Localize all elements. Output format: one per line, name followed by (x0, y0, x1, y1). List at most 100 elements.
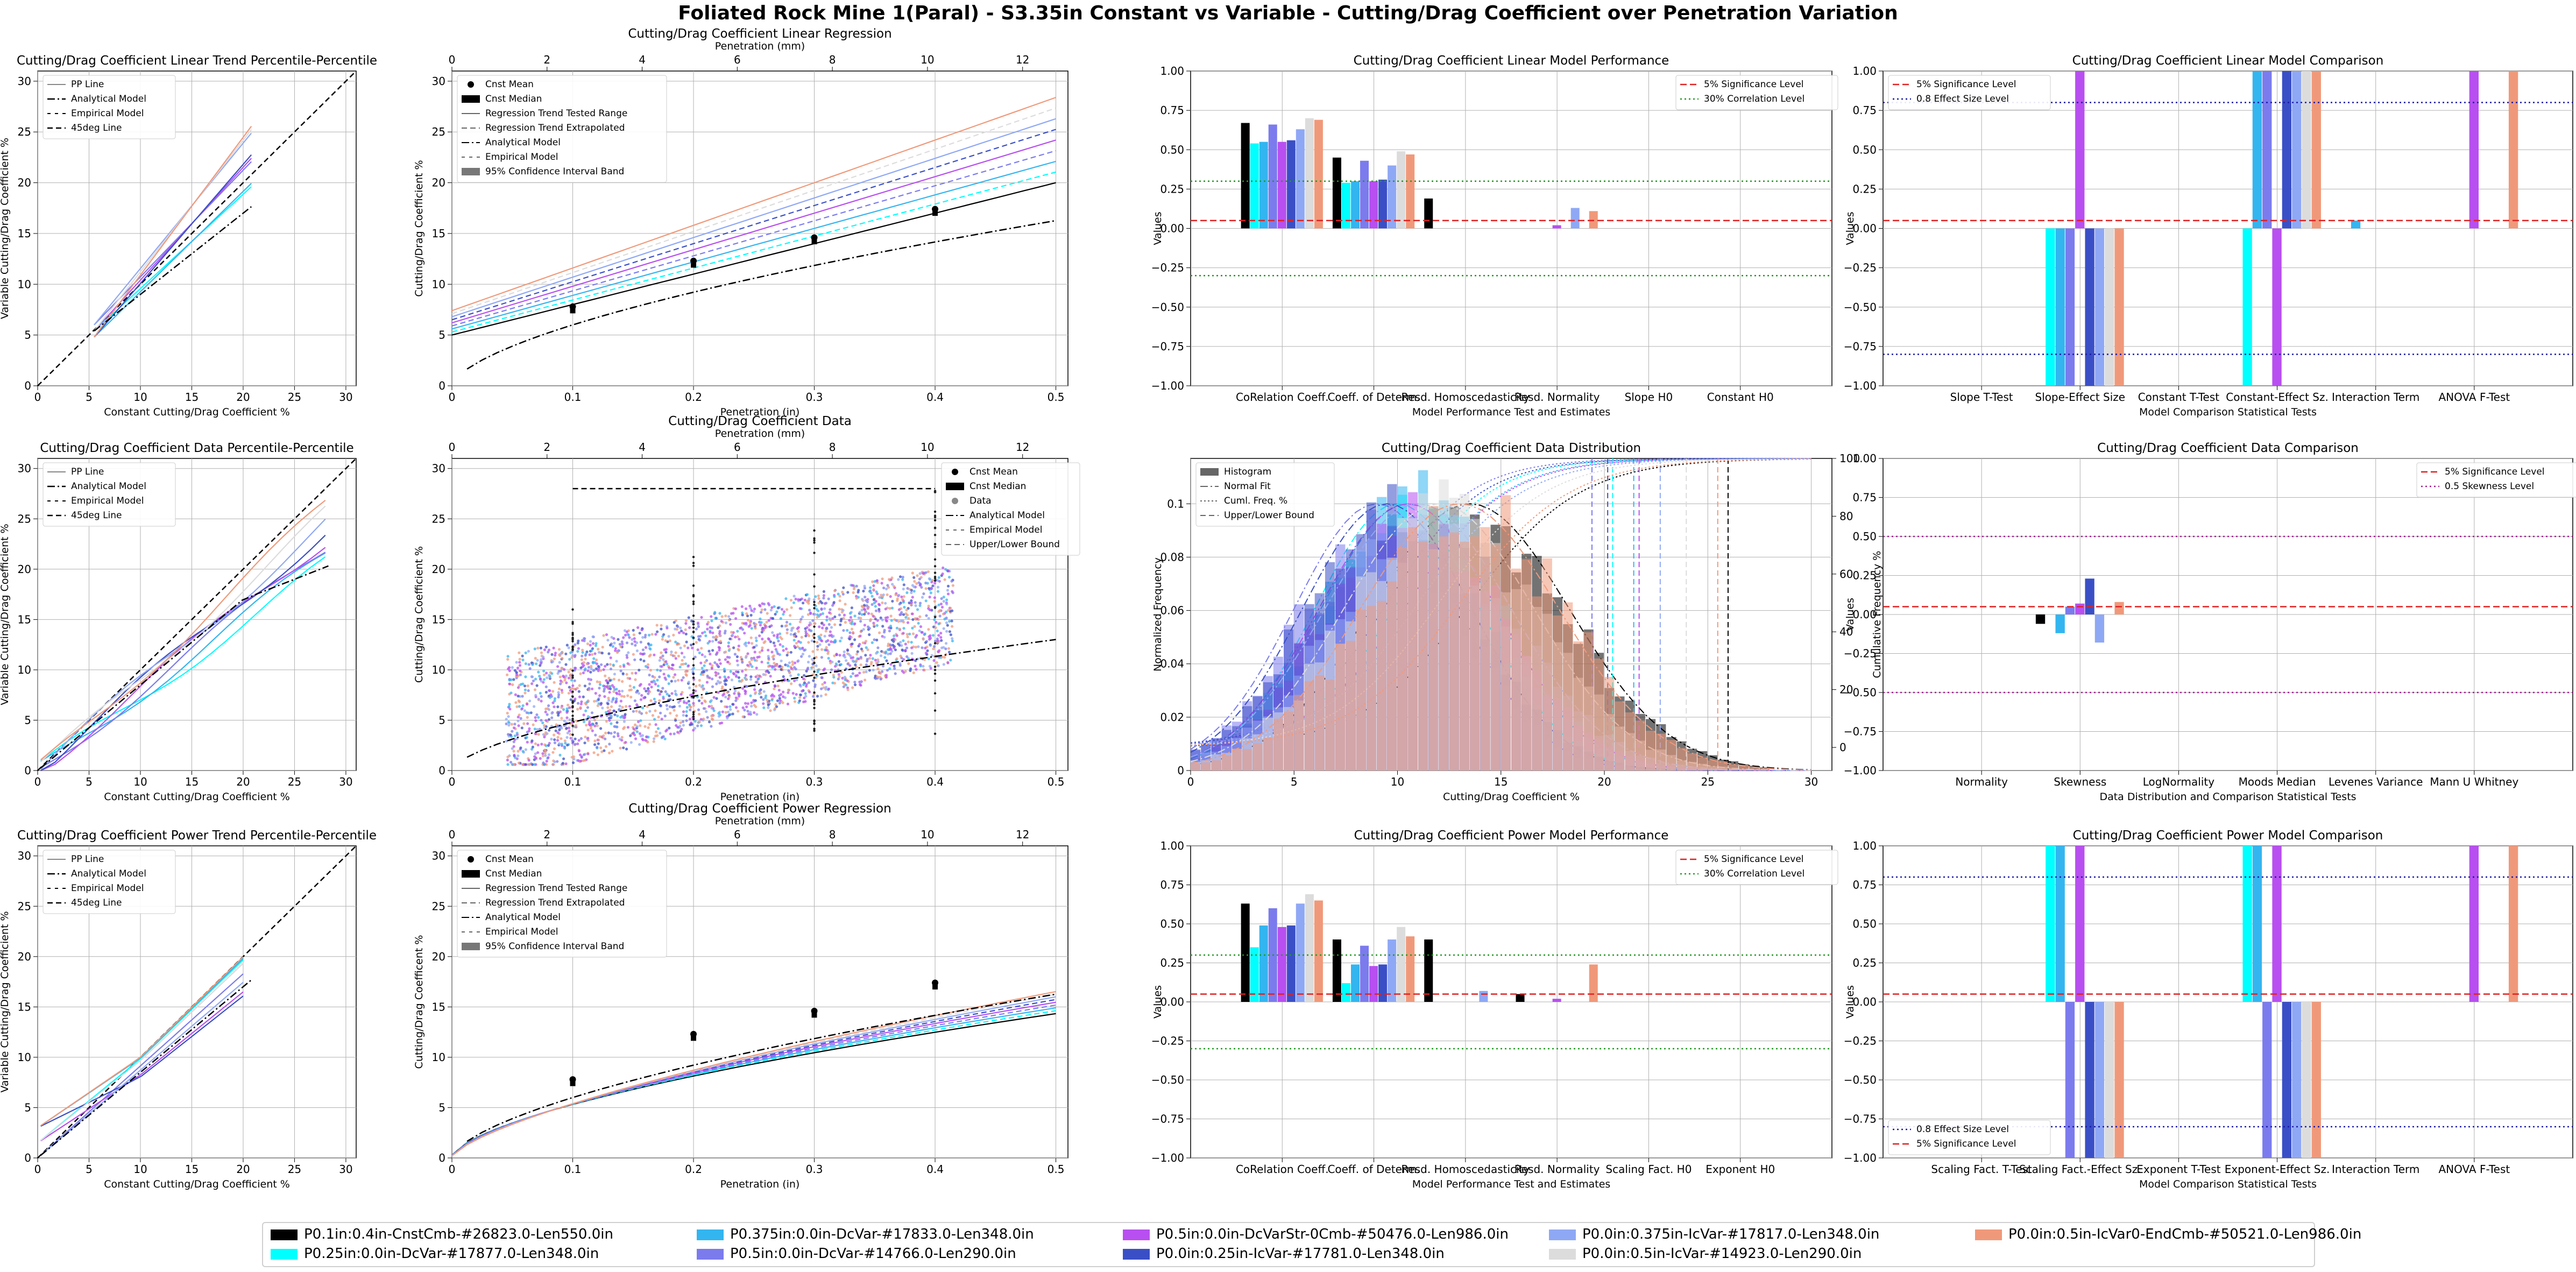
data-point (821, 612, 824, 615)
data-point (854, 663, 857, 667)
legend-label: PP Line (71, 854, 104, 865)
data-point (892, 646, 896, 649)
data-point (732, 672, 735, 675)
data-point (566, 731, 569, 734)
data-point (841, 590, 844, 593)
data-point (573, 669, 576, 672)
data-point (936, 579, 939, 582)
data-point (936, 630, 939, 633)
data-point (752, 656, 755, 660)
bar (2292, 1002, 2302, 1158)
data-point (543, 748, 547, 752)
data-point (512, 678, 515, 681)
data-point (648, 673, 651, 677)
data-point (651, 714, 654, 717)
data-point (789, 598, 792, 602)
data-point (866, 606, 869, 609)
data-point (622, 720, 626, 723)
tick-label-y: 0.75 (1160, 879, 1184, 892)
data-point (557, 687, 561, 690)
data-point (553, 741, 556, 745)
data-point (639, 658, 642, 661)
data-point (684, 632, 688, 635)
data-point (921, 631, 924, 634)
cnst-data-point (692, 600, 695, 603)
data-point (876, 646, 880, 649)
data-point (509, 761, 513, 764)
tick-label-x: 0.2 (685, 775, 702, 788)
data-point (905, 655, 909, 658)
x-axis-label: Model Performance Test and Estimates (1412, 406, 1611, 418)
data-point (753, 651, 756, 654)
data-point (567, 676, 570, 680)
data-point (868, 590, 871, 593)
data-point (615, 688, 618, 691)
data-point (942, 627, 945, 630)
data-point (708, 676, 711, 680)
data-point (534, 719, 537, 722)
data-point (643, 725, 647, 728)
cnst-data-point (692, 620, 695, 623)
legend-swatch (1123, 1229, 1150, 1240)
data-point (583, 639, 586, 642)
tick-label-y: −0.25 (1844, 647, 1877, 660)
data-point (557, 691, 560, 694)
pp-line-series (40, 956, 244, 1126)
tick-label-y: 0.04 (1160, 658, 1184, 670)
data-point (542, 669, 546, 673)
data-point (838, 675, 841, 678)
data-point (871, 580, 874, 583)
data-point (680, 679, 683, 682)
data-point (631, 672, 634, 675)
category-label: Scaling Fact. H0 (1605, 1163, 1692, 1176)
data-point (710, 626, 714, 630)
data-point (902, 595, 905, 598)
data-point (666, 626, 669, 630)
data-point (542, 763, 546, 766)
data-point (874, 677, 877, 680)
cnst-median-point (811, 239, 817, 245)
data-point (662, 695, 665, 698)
tick-label-y: 30 (18, 850, 31, 863)
data-point (857, 657, 860, 661)
tick-label-y: 0 (438, 379, 445, 392)
bar (1314, 900, 1323, 1002)
bar (1286, 925, 1296, 1002)
data-point (506, 658, 509, 661)
data-point (737, 676, 740, 679)
tick-label-x: 0.4 (926, 391, 944, 404)
data-point (795, 678, 798, 681)
data-point (544, 710, 547, 713)
data-point (526, 740, 529, 744)
bar (2262, 71, 2272, 229)
data-point (793, 700, 797, 703)
data-point (716, 635, 719, 639)
data-point (685, 674, 688, 677)
cnst-data-point (571, 646, 574, 649)
bar (1397, 927, 1406, 1002)
legend-label: 5% Significance Level (1704, 854, 1804, 865)
data-point (668, 639, 671, 642)
data-point (753, 621, 756, 625)
legend-swatch (271, 1229, 298, 1240)
tick-label-y: 10 (432, 663, 445, 676)
tick-label-y: 0.08 (1160, 550, 1184, 563)
data-point (513, 753, 516, 757)
data-point (886, 584, 889, 587)
data-point (779, 632, 782, 635)
data-point (520, 707, 524, 710)
data-point (928, 608, 931, 612)
bar (2035, 614, 2046, 624)
data-point (915, 582, 918, 585)
data-point (759, 624, 762, 627)
data-point (802, 677, 805, 680)
data-point (649, 699, 653, 702)
data-point (851, 584, 854, 587)
data-point (610, 732, 613, 735)
data-point (918, 572, 922, 575)
data-point (687, 664, 690, 667)
data-point (573, 679, 576, 682)
data-point (945, 630, 949, 633)
cnst-data-point (692, 595, 695, 598)
